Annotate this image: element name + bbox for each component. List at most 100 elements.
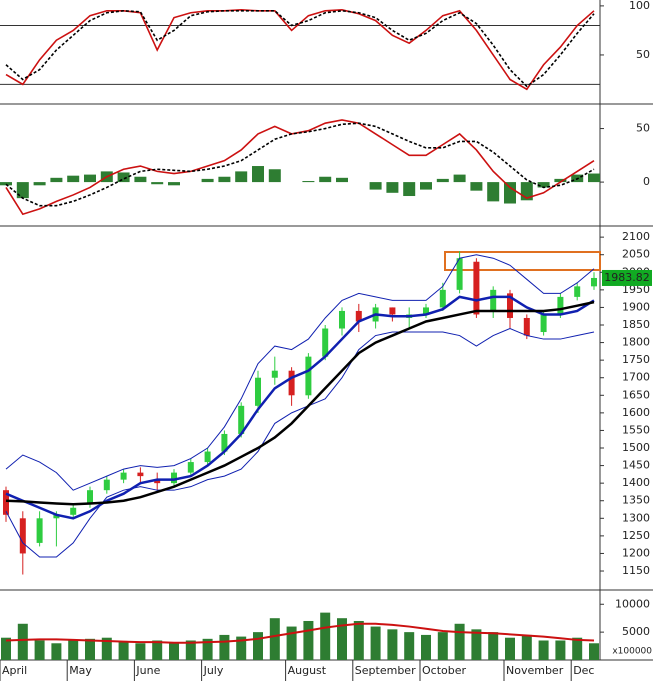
series-line bbox=[5, 9, 595, 88]
x-tick-label: Dec bbox=[573, 664, 594, 677]
candle-body bbox=[423, 307, 429, 315]
series-line bbox=[5, 300, 595, 506]
y-tick-label: 1250 bbox=[622, 529, 650, 542]
bar bbox=[353, 620, 364, 660]
candle-body bbox=[53, 514, 60, 519]
bar bbox=[1, 637, 11, 660]
bar bbox=[471, 629, 482, 660]
histogram-bar bbox=[16, 182, 29, 199]
y-tick-label: 1850 bbox=[622, 318, 650, 331]
bar bbox=[337, 618, 347, 660]
y-tick-label: 1200 bbox=[622, 546, 650, 559]
bar bbox=[85, 638, 95, 660]
bar bbox=[404, 632, 415, 660]
bar bbox=[538, 640, 549, 660]
candle-body bbox=[540, 314, 547, 333]
series-line bbox=[5, 122, 595, 207]
histogram-bar bbox=[151, 182, 164, 185]
candle-body bbox=[507, 293, 513, 318]
candle-body bbox=[355, 310, 362, 322]
candle-body bbox=[591, 277, 597, 287]
x-tick-label: May bbox=[69, 664, 92, 677]
bar bbox=[437, 632, 448, 660]
candle-body bbox=[204, 451, 211, 463]
bar bbox=[589, 643, 599, 660]
histogram-bar bbox=[50, 177, 63, 183]
histogram-bar bbox=[420, 182, 432, 190]
bar bbox=[505, 637, 515, 660]
histogram-bar bbox=[201, 178, 214, 183]
bar bbox=[521, 634, 532, 660]
histogram-bar bbox=[487, 182, 500, 202]
x-tick-label: August bbox=[288, 664, 327, 677]
x-tick-label: July bbox=[203, 664, 224, 677]
candle-body bbox=[271, 370, 278, 378]
histogram-bar bbox=[168, 182, 180, 186]
histogram-bar bbox=[252, 166, 264, 183]
bar bbox=[253, 632, 263, 660]
bar bbox=[572, 637, 583, 660]
candle-body bbox=[137, 472, 144, 477]
x-tick-label: November bbox=[506, 664, 564, 677]
series-line bbox=[5, 9, 595, 91]
histogram-bar bbox=[218, 176, 231, 183]
histogram-bar bbox=[537, 182, 550, 188]
histogram-bar bbox=[319, 176, 332, 183]
bar bbox=[421, 634, 431, 660]
highlight-box bbox=[444, 251, 601, 271]
y-tick-label: 0 bbox=[643, 175, 650, 188]
bar bbox=[202, 638, 213, 660]
series-line bbox=[5, 254, 595, 491]
bar bbox=[488, 632, 499, 660]
histogram-bar bbox=[134, 176, 147, 183]
y-tick-label: 1500 bbox=[622, 441, 650, 454]
histogram-bar bbox=[33, 182, 46, 186]
candle-body bbox=[238, 405, 245, 434]
y-tick-label: 2100 bbox=[622, 230, 650, 243]
last-price-box bbox=[602, 269, 652, 286]
candle-body bbox=[439, 289, 446, 308]
bar bbox=[17, 623, 28, 660]
candle-body bbox=[389, 307, 396, 315]
histogram-bar bbox=[268, 169, 281, 183]
histogram-bar bbox=[302, 181, 315, 183]
candle-body bbox=[456, 258, 463, 290]
y-tick-label: 1350 bbox=[622, 494, 650, 507]
candle-body bbox=[557, 296, 564, 315]
bar bbox=[185, 640, 196, 660]
histogram-bar bbox=[403, 182, 416, 197]
unit-label: x100000 bbox=[612, 647, 652, 657]
series-line bbox=[5, 622, 595, 644]
histogram-bar bbox=[554, 178, 567, 183]
bar bbox=[118, 642, 129, 660]
y-tick-label: 50 bbox=[636, 122, 650, 135]
candle-body bbox=[187, 462, 194, 473]
candle-body bbox=[523, 317, 530, 336]
y-tick-label: 2050 bbox=[622, 248, 650, 261]
x-tick-label: October bbox=[422, 664, 466, 677]
histogram-bar bbox=[235, 171, 248, 183]
y-tick-label: 1700 bbox=[622, 371, 650, 384]
bar bbox=[370, 626, 381, 660]
y-tick-label: 1150 bbox=[622, 564, 650, 577]
candle-body bbox=[322, 328, 329, 357]
bar bbox=[51, 643, 62, 660]
candle-body bbox=[221, 433, 228, 452]
bar bbox=[68, 640, 79, 660]
y-tick-label: 1800 bbox=[622, 336, 650, 349]
y-tick-label: 10000 bbox=[615, 597, 650, 610]
candle-body bbox=[305, 356, 312, 396]
bar bbox=[387, 629, 398, 660]
histogram-bar bbox=[369, 182, 382, 190]
y-tick-label: 1300 bbox=[622, 511, 650, 524]
bar bbox=[169, 643, 179, 660]
y-tick-label: 100 bbox=[629, 0, 650, 12]
bar bbox=[555, 640, 566, 660]
candle-body bbox=[3, 490, 9, 515]
candle-body bbox=[288, 370, 295, 396]
histogram-bar bbox=[0, 182, 12, 186]
candle-body bbox=[36, 518, 43, 543]
bar bbox=[269, 618, 280, 660]
histogram-bar bbox=[588, 173, 600, 183]
